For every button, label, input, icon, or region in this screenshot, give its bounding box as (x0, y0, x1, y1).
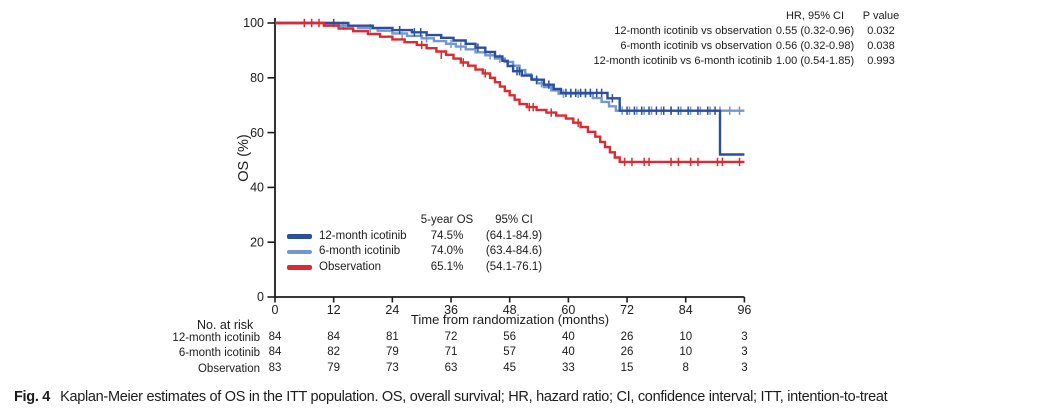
legend-swatch-cell (287, 249, 319, 254)
risk-count: 79 (327, 361, 341, 374)
risk-count: 84 (327, 331, 341, 343)
x-tick-label: 24 (385, 303, 399, 317)
y-tick-label: 0 (257, 290, 264, 304)
legend-series-label: 6-month icotinib (319, 245, 401, 257)
risk-row-label: 6-month icotinib (178, 347, 260, 360)
x-tick-label: 12 (327, 303, 341, 317)
hr-header-row: HR, 95% CI P value (570, 9, 904, 24)
line-swatch-icon (287, 249, 312, 254)
x-tick-label: 72 (620, 303, 634, 317)
hr-header-spacer (570, 9, 772, 24)
legend-ci-value: (63.4-84.6) (485, 245, 543, 257)
risk-count: 83 (268, 361, 282, 374)
legend-header-row: 5-year OS 95% CI (287, 213, 543, 229)
km-curve-observation (275, 21, 745, 164)
risk-count: 33 (561, 361, 575, 374)
line-swatch-icon (287, 234, 312, 239)
risk-count: 84 (268, 331, 282, 343)
risk-count: 63 (444, 361, 458, 374)
risk-count: 71 (444, 346, 458, 359)
legend-series-label: Observation (319, 260, 382, 273)
hr-row-pvalue: 0.038 (867, 40, 895, 52)
risk-count: 79 (385, 346, 399, 359)
risk-count: 10 (679, 346, 693, 359)
risk-count: 40 (561, 346, 575, 359)
y-tick-label: 60 (250, 126, 264, 140)
risk-count: 3 (741, 346, 748, 359)
hr-col-header: HR, 95% CI (785, 10, 845, 22)
caption-text: Kaplan-Meier estimates of OS in the ITT … (60, 389, 888, 405)
x-tick-label: 48 (503, 303, 517, 317)
hr-row-label: 12-month icotinib vs 6-month icotinib (593, 55, 772, 67)
risk-count: 8 (682, 361, 689, 374)
risk-count: 3 (741, 331, 748, 343)
km-curve-12-month-icotinib (275, 21, 745, 156)
km-chart: 0 20 40 60 80 100 0 12 24 36 48 60 72 84 96 (243, 16, 751, 317)
y-tick-label: 40 (250, 181, 264, 195)
legend-os-value: 74.5% (430, 229, 464, 242)
p-col-header: P value (862, 10, 900, 22)
risk-count: 10 (679, 331, 693, 343)
legend-ci-value: (64.1-84.9) (485, 229, 543, 242)
risk-count: 56 (503, 331, 517, 343)
legend-row: 12-month icotinib 74.5% (64.1-84.9) (287, 229, 543, 245)
risk-count: 84 (268, 346, 282, 359)
x-axis-title: Time from randomization (months) (410, 312, 610, 327)
risk-count: 81 (385, 331, 399, 343)
risk-count: 3 (741, 361, 748, 374)
hr-table: HR, 95% CI P value 12-month icotinib vs … (570, 9, 904, 69)
risk-count: 57 (503, 346, 517, 359)
hr-row-value: 0.55 (0.32-0.96) (775, 25, 855, 37)
risk-row-label: Observation (197, 362, 260, 375)
risk-count: 15 (620, 361, 634, 374)
risk-count: 72 (444, 331, 458, 343)
hr-row-label: 6-month icotinib vs observation (620, 40, 772, 52)
y-tick-label: 100 (243, 16, 264, 30)
legend-swatch-cell (287, 265, 319, 270)
x-tick-label: 96 (737, 303, 751, 317)
risk-count: 26 (620, 331, 634, 343)
hr-row-pvalue: 0.993 (867, 55, 895, 67)
hr-row: 12-month icotinib vs 6-month icotinib 1.… (570, 54, 904, 69)
risk-table-title: No. at risk (197, 318, 254, 332)
five-year-os-header: 5-year OS (420, 214, 474, 226)
y-axis-title: OS (%) (236, 134, 252, 182)
hr-row-value: 1.00 (0.54-1.85) (775, 55, 855, 67)
legend-row: Observation 65.1% (54.1-76.1) (287, 260, 543, 276)
legend-series-label: 12-month icotinib (319, 229, 407, 242)
risk-count: 73 (385, 361, 399, 374)
risk-count: 82 (327, 346, 341, 359)
legend-os-value: 65.1% (430, 260, 464, 273)
hr-row-label: 12-month icotinib vs observation (614, 25, 772, 37)
y-tick-label: 80 (250, 71, 264, 85)
risk-count: 45 (503, 361, 517, 374)
x-tick-label: 36 (444, 303, 458, 317)
risk-count: 40 (561, 331, 575, 343)
legend-os-value: 74.0% (430, 245, 464, 257)
hr-row: 12-month icotinib vs observation 0.55 (0… (570, 24, 904, 39)
risk-row-labels: 12-month icotinib 6-month icotinib Obser… (95, 331, 260, 377)
y-tick-label: 20 (250, 235, 264, 249)
x-tick-label: 84 (679, 303, 693, 317)
x-tick-label: 60 (561, 303, 575, 317)
hr-row: 6-month icotinib vs observation 0.56 (0.… (570, 39, 904, 54)
legend-table: 5-year OS 95% CI 12-month icotinib 74.5%… (287, 213, 543, 275)
x-tick-label: 0 (272, 303, 279, 317)
risk-count: 26 (620, 346, 634, 359)
caption-label: Fig. 4 (14, 389, 51, 405)
hr-row-value: 0.56 (0.32-0.98) (775, 40, 855, 52)
risk-row-label: 12-month icotinib (172, 332, 260, 344)
legend-ci-value: (54.1-76.1) (485, 260, 543, 273)
figure-caption: Fig. 4 Kaplan-Meier estimates of OS in th… (14, 389, 888, 405)
legend-row: 6-month icotinib 74.0% (63.4-84.6) (287, 244, 543, 260)
line-swatch-icon (287, 265, 312, 270)
hr-row-pvalue: 0.032 (867, 25, 895, 37)
legend-swatch-cell (287, 234, 319, 239)
ci-header: 95% CI (495, 214, 533, 226)
